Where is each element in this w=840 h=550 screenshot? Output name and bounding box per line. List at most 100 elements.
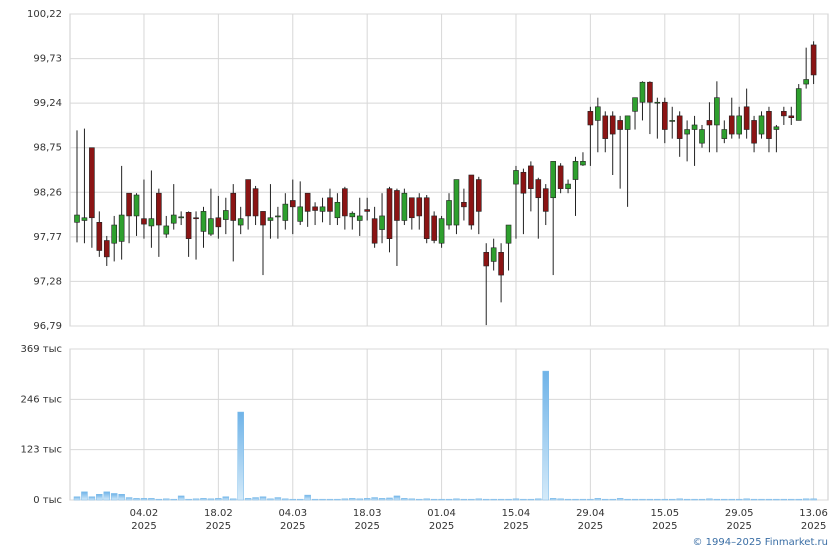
candle-body bbox=[684, 129, 690, 135]
volume-bar bbox=[706, 498, 713, 501]
volume-bar bbox=[549, 498, 557, 501]
candle-body bbox=[423, 197, 430, 239]
volume-bar bbox=[207, 498, 215, 501]
volume-bar bbox=[616, 498, 624, 501]
volume-bar bbox=[289, 498, 297, 501]
volume-bar bbox=[334, 498, 341, 501]
volume-bar bbox=[490, 498, 497, 501]
volume-bar bbox=[475, 498, 483, 501]
volume-bar bbox=[609, 498, 616, 501]
candle-body bbox=[81, 217, 88, 221]
volume-bar bbox=[728, 498, 736, 501]
volume-bar bbox=[520, 498, 527, 501]
candle-body bbox=[669, 120, 676, 122]
x-tick-label: 15.05 bbox=[650, 508, 679, 519]
volume-bar bbox=[602, 498, 609, 501]
y-tick-label: 98,75 bbox=[33, 143, 62, 154]
candle-body bbox=[185, 211, 192, 239]
candle-body bbox=[647, 81, 653, 103]
candle-body bbox=[535, 179, 542, 199]
candle-body bbox=[743, 106, 750, 130]
volume-bar bbox=[743, 498, 750, 501]
candle-body bbox=[237, 218, 244, 226]
candle-body bbox=[773, 126, 780, 130]
x-tick-year: 2025 bbox=[726, 521, 751, 532]
candle-body bbox=[587, 111, 594, 126]
candle-body bbox=[111, 224, 118, 244]
x-tick-year: 2025 bbox=[206, 521, 231, 532]
volume-bar bbox=[319, 498, 326, 501]
candle-body bbox=[706, 120, 713, 126]
candle-body bbox=[788, 115, 795, 118]
candle-body bbox=[468, 174, 475, 226]
candle-body bbox=[438, 218, 445, 244]
volume-bar bbox=[654, 498, 661, 501]
volume-bar bbox=[438, 498, 445, 501]
volume-bar bbox=[758, 498, 765, 501]
candle-body bbox=[617, 120, 623, 130]
candle-body bbox=[557, 165, 564, 189]
volume-bar bbox=[259, 496, 267, 501]
volume-bar bbox=[527, 498, 535, 501]
x-tick-label: 29.05 bbox=[725, 508, 754, 519]
candle-body bbox=[624, 115, 631, 130]
candle-body bbox=[371, 218, 378, 244]
candle-body bbox=[721, 129, 728, 139]
candle-body bbox=[260, 211, 266, 226]
volume-bar bbox=[378, 498, 386, 501]
candle-body bbox=[267, 217, 274, 221]
candle-body bbox=[609, 115, 616, 135]
candle-body bbox=[751, 120, 757, 144]
volume-bar bbox=[505, 498, 512, 501]
volume-bar bbox=[125, 497, 133, 501]
candle-body bbox=[795, 88, 802, 121]
candle-body bbox=[416, 197, 423, 217]
volume-bar bbox=[96, 494, 103, 501]
candle-body bbox=[602, 115, 609, 139]
y-tick-label: 100,22 bbox=[27, 9, 62, 20]
volume-bar bbox=[177, 495, 185, 501]
volume-bar bbox=[274, 497, 282, 501]
volume-bar bbox=[356, 498, 363, 501]
volume-bar bbox=[557, 498, 564, 501]
volume-bar bbox=[200, 498, 207, 501]
volume-bar bbox=[661, 498, 669, 501]
candle-body bbox=[223, 210, 229, 220]
volume-bar bbox=[140, 498, 148, 501]
volume-bar bbox=[691, 498, 698, 501]
volume-bar bbox=[118, 494, 125, 501]
candle-body bbox=[304, 192, 311, 212]
volume-tick-label: 0 тыс bbox=[33, 495, 62, 506]
candle-body bbox=[170, 214, 177, 224]
volume-bar bbox=[393, 495, 401, 501]
volume-bar bbox=[163, 498, 170, 501]
volume-bar bbox=[721, 498, 728, 501]
candle-body bbox=[446, 200, 452, 226]
candle-body bbox=[118, 214, 125, 242]
candle-body bbox=[498, 252, 504, 276]
volume-bar bbox=[133, 498, 140, 501]
candle-body bbox=[319, 206, 326, 212]
volume-bar bbox=[572, 498, 579, 501]
volume-bar bbox=[468, 498, 475, 501]
volume-bar bbox=[683, 498, 691, 501]
volume-bar bbox=[170, 498, 177, 501]
volume-bar bbox=[535, 498, 542, 501]
volume-bar bbox=[430, 498, 438, 501]
x-tick-year: 2025 bbox=[652, 521, 677, 532]
candle-body bbox=[595, 106, 601, 121]
x-tick-label: 15.04 bbox=[502, 508, 531, 519]
volume-tick-label: 123 тыс bbox=[21, 445, 62, 456]
volume-bar bbox=[103, 491, 111, 501]
volume-bar bbox=[460, 498, 468, 501]
x-tick-year: 2025 bbox=[578, 521, 603, 532]
candle-body bbox=[156, 192, 162, 226]
volume-bar bbox=[408, 498, 416, 501]
candle-body bbox=[89, 147, 95, 219]
candle-body bbox=[342, 188, 348, 217]
candle-body bbox=[580, 161, 586, 166]
candle-body bbox=[505, 224, 512, 244]
volume-bar bbox=[267, 498, 274, 501]
x-tick-label: 04.02 bbox=[130, 508, 159, 519]
